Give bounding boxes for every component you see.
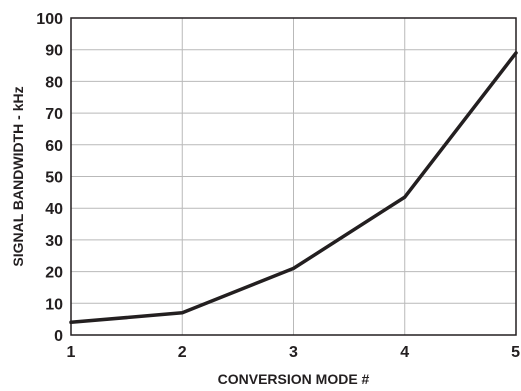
y-tick-label: 60: [45, 138, 63, 155]
y-tick-label: 20: [45, 265, 63, 282]
y-tick-labels: 0 10 20 30 40 50 60 70 80 90 100: [36, 11, 63, 345]
x-tick-label: 1: [67, 344, 76, 361]
x-tick-label: 5: [511, 344, 520, 361]
y-tick-label: 70: [45, 106, 63, 123]
x-tick-label: 4: [400, 344, 409, 361]
y-axis-title: SIGNAL BANDWIDTH - kHz: [10, 86, 26, 266]
x-tick-labels: 1 2 3 4 5: [67, 344, 521, 361]
y-tick-label: 0: [54, 328, 63, 345]
x-axis-title: CONVERSION MODE #: [218, 371, 370, 387]
y-tick-label: 40: [45, 201, 63, 218]
y-tick-label: 100: [36, 11, 63, 28]
y-tick-label: 90: [45, 43, 63, 60]
x-tick-label: 2: [178, 344, 187, 361]
data-points: [70, 52, 517, 323]
y-tick-label: 80: [45, 74, 63, 91]
y-tick-label: 30: [45, 233, 63, 250]
y-tick-label: 50: [45, 170, 63, 187]
y-tick-label: 10: [45, 296, 63, 313]
x-tick-label: 3: [289, 344, 298, 361]
plot-frame: [70, 17, 517, 336]
grid: [71, 18, 516, 335]
